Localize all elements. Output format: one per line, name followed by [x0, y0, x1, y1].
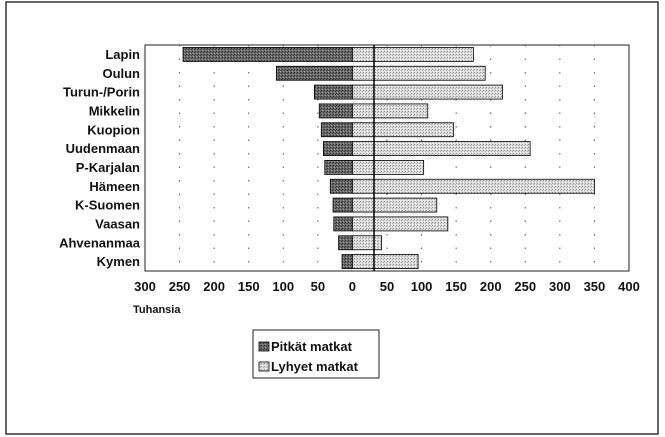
- bar-lyhyet-11: [352, 254, 419, 269]
- bar-pitkat-11: [341, 254, 353, 269]
- x-tick-label: 300: [549, 279, 571, 294]
- category-label: Ahvenanmaa: [59, 235, 141, 250]
- x-tick-label: 0: [349, 279, 356, 294]
- bar-lyhyet-5: [352, 141, 531, 156]
- legend-label-lyhyet: Lyhyet matkat: [271, 359, 359, 374]
- legend-swatch-pitkat: [258, 341, 270, 352]
- x-tick-label: 250: [514, 279, 536, 294]
- x-tick-label: 200: [480, 279, 502, 294]
- bar-lyhyet-3: [352, 103, 429, 119]
- bar-lyhyet-10: [352, 235, 382, 251]
- category-label: Vaasan: [95, 216, 140, 231]
- bar-lyhyet-4: [352, 122, 454, 138]
- x-tick-label: 100: [272, 279, 294, 294]
- bar-lyhyet-0: [352, 47, 474, 62]
- x-tick-label: 350: [584, 279, 606, 294]
- x-tick-label: 300: [134, 279, 156, 294]
- category-label: P-Karjalan: [76, 160, 140, 175]
- bar-pitkat-8: [332, 197, 353, 213]
- category-label: Kuopion: [87, 122, 140, 137]
- bar-lyhyet-1: [352, 65, 486, 81]
- bar-pitkat-0: [182, 47, 353, 62]
- legend-label-pitkat: Pitkät matkat: [271, 339, 353, 354]
- category-label: Kymen: [97, 254, 140, 269]
- bar-lyhyet-9: [352, 216, 449, 232]
- category-label: Mikkelin: [89, 103, 140, 118]
- x-tick-label: 250: [169, 279, 191, 294]
- x-axis-label: Tuhansia: [133, 304, 181, 316]
- outer-frame: [5, 1, 659, 435]
- category-label: Uudenmaan: [66, 141, 140, 156]
- x-tick-label: 50: [380, 279, 394, 294]
- x-tick-labels: 300 250 200 150 100 50 0 50 100 150 200 250 300 350 40…: [134, 279, 640, 294]
- bar-lyhyet-2: [352, 84, 503, 100]
- bar-pitkat-9: [333, 216, 353, 232]
- bar-pitkat-4: [320, 122, 353, 138]
- x-tick-label: 150: [445, 279, 467, 294]
- bar-pitkat-1: [275, 65, 353, 81]
- category-label: Lapin: [105, 47, 140, 62]
- x-tick-label: 200: [203, 279, 225, 294]
- category-label: Oulun: [102, 66, 140, 81]
- x-tick-label: 150: [238, 279, 260, 294]
- x-tick-label: 400: [618, 279, 640, 294]
- bar-pitkat-5: [322, 141, 353, 156]
- category-label: Hämeen: [89, 179, 140, 194]
- bar-lyhyet-8: [352, 197, 438, 213]
- legend-swatch-lyhyet: [258, 361, 270, 372]
- legend-frame: [252, 329, 380, 379]
- bar-pitkat-10: [338, 235, 353, 251]
- legend: Pitkät matkat Lyhyet matkat: [252, 329, 380, 379]
- bar-pitkat-7: [329, 178, 353, 194]
- bar-lyhyet-7: [352, 178, 595, 194]
- category-label: K-Suomen: [75, 198, 140, 213]
- category-label: Turun-/Porin: [63, 85, 140, 100]
- bar-pitkat-2: [313, 84, 353, 100]
- bar-pitkat-3: [318, 103, 353, 119]
- category-labels: Lapin Oulun Turun-/Porin Mikkelin Kuopion Uud…: [59, 47, 141, 269]
- bar-pitkat-6: [324, 160, 353, 175]
- x-tick-label: 50: [311, 279, 325, 294]
- bar-lyhyet-6: [352, 160, 425, 175]
- bars-group: [182, 47, 595, 269]
- x-tick-label: 100: [411, 279, 433, 294]
